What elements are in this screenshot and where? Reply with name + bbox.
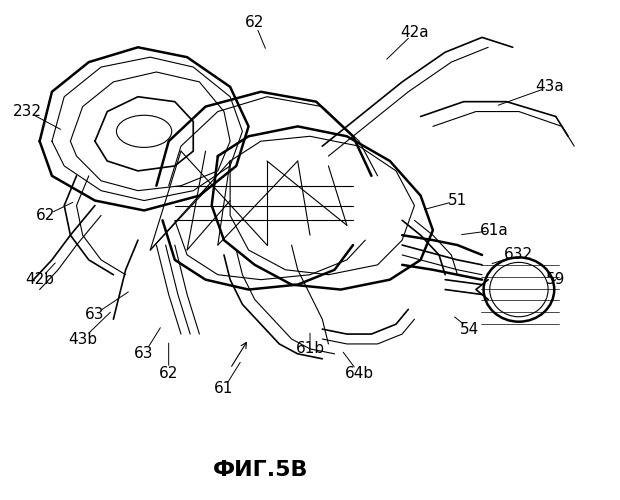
- Text: 43a: 43a: [535, 80, 564, 94]
- Text: 632: 632: [504, 248, 533, 262]
- Text: 232: 232: [13, 104, 42, 119]
- Text: 51: 51: [448, 193, 467, 208]
- Text: 63: 63: [135, 346, 154, 362]
- Text: 54: 54: [460, 322, 479, 336]
- Text: 62: 62: [36, 208, 55, 223]
- Text: 42a: 42a: [400, 25, 429, 40]
- Text: 43b: 43b: [68, 332, 97, 346]
- Text: 61b: 61b: [296, 342, 324, 356]
- Text: 42b: 42b: [25, 272, 54, 287]
- Text: 61a: 61a: [480, 222, 508, 238]
- Text: 63: 63: [85, 307, 105, 322]
- Text: 64b: 64b: [345, 366, 374, 381]
- Text: 62: 62: [245, 15, 264, 30]
- Text: 61: 61: [215, 381, 234, 396]
- Text: 59: 59: [546, 272, 565, 287]
- Text: ФИГ.5В: ФИГ.5В: [213, 460, 309, 480]
- Text: 62: 62: [159, 366, 179, 381]
